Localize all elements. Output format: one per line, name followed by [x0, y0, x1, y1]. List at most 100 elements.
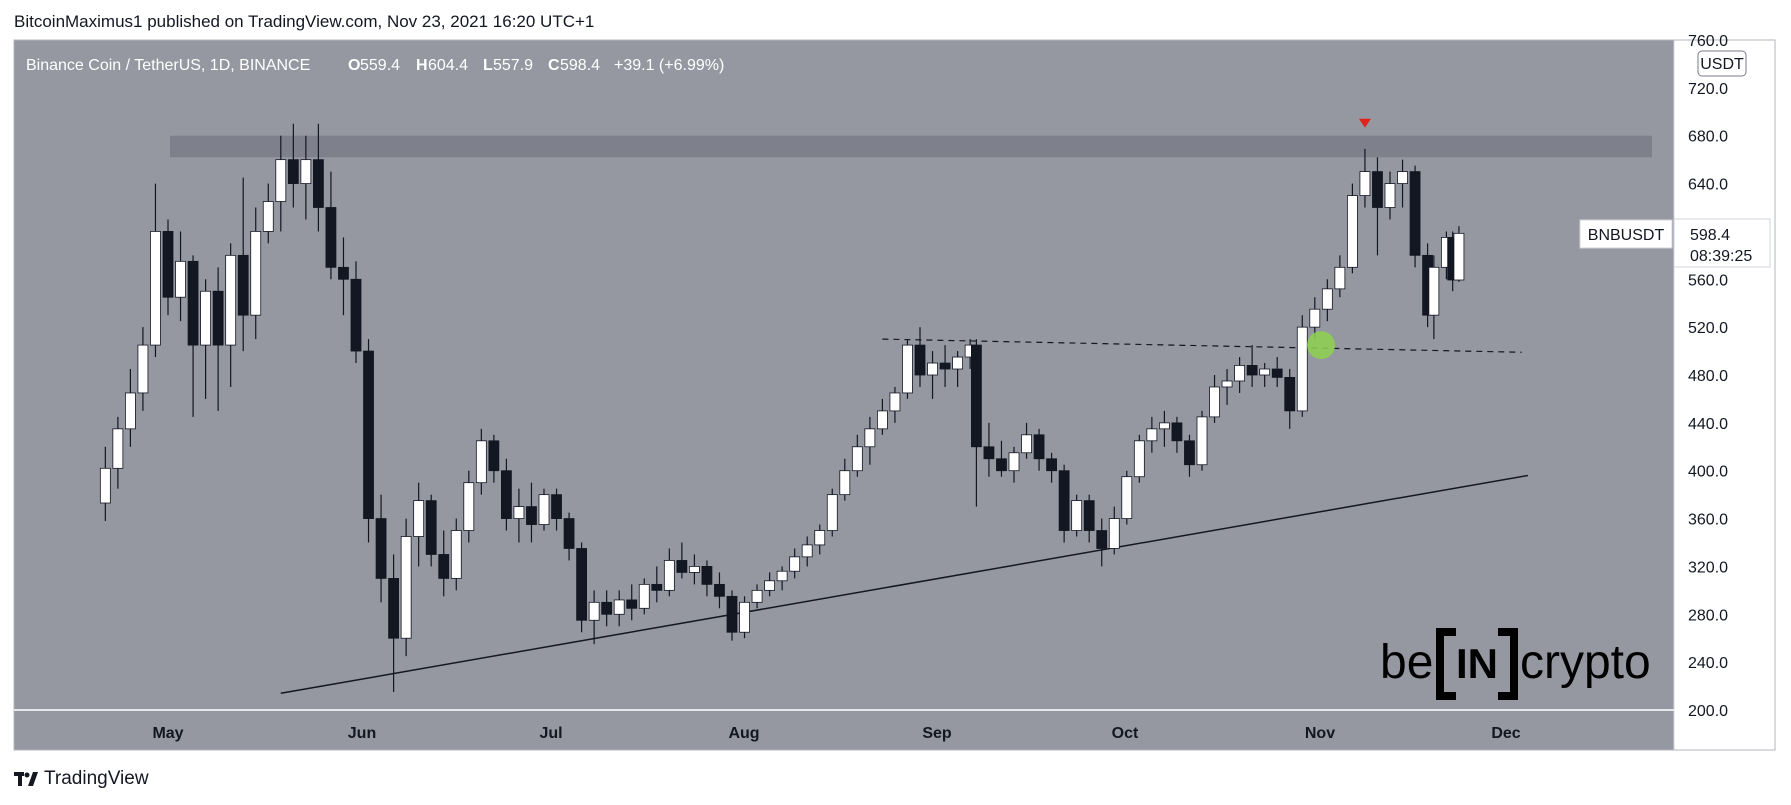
candle-up	[826, 494, 838, 531]
watermark-crypto: crypto	[1520, 636, 1651, 689]
legend: Binance Coin / TetherUS, 1D, BINANCE O 5…	[26, 57, 724, 74]
ohlc-low-label: L	[483, 57, 493, 74]
watermark-in: IN	[1456, 640, 1498, 687]
x-axis-label: Jul	[539, 725, 562, 742]
candle-up	[1108, 518, 1120, 549]
x-axis-label: Dec	[1491, 725, 1520, 742]
candle-down	[438, 554, 450, 579]
candle-up	[851, 446, 863, 472]
candle-up	[927, 362, 938, 376]
ohlc-high: 604.4	[428, 57, 468, 74]
candle-up	[613, 599, 625, 615]
y-tick-label: 560.0	[1688, 272, 1728, 289]
candle-up	[1008, 452, 1020, 472]
candle-up	[1121, 476, 1133, 519]
candle-down	[1096, 530, 1108, 549]
candle-down	[1184, 440, 1195, 466]
candle-down	[237, 254, 249, 316]
candle-up	[877, 410, 888, 430]
candle-up	[1159, 422, 1170, 430]
ohlc-open-label: O	[348, 57, 360, 74]
currency-badge[interactable]: USDT	[1697, 50, 1747, 77]
countdown: 08:39:25	[1690, 248, 1752, 265]
candle-up	[450, 530, 462, 579]
candle-down	[983, 446, 995, 460]
candle-down	[325, 207, 337, 268]
candle-down	[1058, 470, 1070, 531]
candle-down	[338, 266, 349, 280]
candle-up	[588, 601, 600, 621]
candle-up	[125, 392, 136, 430]
x-axis-label: Nov	[1305, 725, 1335, 742]
candle-up	[1133, 440, 1145, 478]
candle-up	[1309, 308, 1321, 328]
candle-up	[300, 159, 312, 184]
x-axis-label: Oct	[1112, 725, 1139, 742]
last-price-tag: 598.4 08:39:25	[1673, 218, 1771, 268]
candle-down	[1033, 434, 1045, 460]
candle-up	[1453, 232, 1465, 281]
candle-up	[751, 589, 763, 603]
candle-up	[275, 159, 287, 202]
tradingview-logo-icon	[14, 772, 38, 786]
symbol-tag: BNBUSDT	[1579, 219, 1673, 249]
candle-down	[996, 458, 1007, 472]
candle-up	[538, 494, 550, 525]
candle-up	[814, 530, 826, 546]
candle-down	[388, 577, 400, 639]
candle-up	[663, 560, 675, 591]
breakout-marker	[1307, 331, 1336, 360]
candle-down	[363, 350, 374, 519]
candle-down	[1284, 376, 1296, 412]
candle-down	[726, 595, 738, 633]
y-tick-label: 720.0	[1688, 81, 1728, 98]
candle-down	[1409, 171, 1421, 256]
candle-up	[137, 344, 149, 394]
x-axis-strip	[14, 710, 1674, 750]
candle-up	[839, 470, 851, 496]
x-axis-label: Jun	[348, 725, 376, 742]
candle-down	[1246, 365, 1258, 376]
currency-label: USDT	[1700, 56, 1744, 73]
ohlc-close-label: C	[548, 57, 560, 74]
y-tick-label: 480.0	[1688, 368, 1728, 385]
candle-down	[488, 440, 500, 472]
candle-up	[889, 392, 901, 412]
y-tick-label: 680.0	[1688, 129, 1728, 146]
candle-up	[1234, 365, 1245, 382]
y-tick-label: 320.0	[1688, 559, 1728, 576]
candle-up	[1347, 195, 1358, 268]
candle-down	[162, 231, 174, 298]
ohlc-low: 557.9	[493, 57, 533, 74]
candle-down	[526, 506, 537, 525]
red-signal-marker	[1358, 118, 1371, 128]
candle-down	[1083, 500, 1095, 531]
candle-up	[1334, 266, 1346, 290]
ascending-support-line	[280, 474, 1528, 694]
last-price: 598.4	[1690, 227, 1730, 244]
candle-down	[187, 260, 199, 346]
candle-up	[1428, 266, 1440, 316]
candle-up	[776, 570, 788, 582]
candle-up	[1321, 288, 1333, 310]
y-tick-label: 240.0	[1688, 655, 1728, 672]
candle-down	[1046, 458, 1057, 472]
candle-down	[714, 583, 725, 597]
symbol-label: BNBUSDT	[1588, 227, 1665, 244]
candle-up	[150, 231, 161, 346]
candle-up	[739, 601, 750, 633]
candle-up	[1259, 368, 1271, 376]
y-tick-label: 400.0	[1688, 464, 1728, 481]
tradingview-footer[interactable]: TradingView	[14, 768, 149, 790]
chart-title: Binance Coin / TetherUS, 1D, BINANCE	[26, 57, 310, 74]
candle-down	[701, 566, 713, 585]
candle-up	[902, 344, 913, 394]
horizontal-resistance-line	[882, 338, 1522, 353]
candle-up	[801, 544, 813, 558]
candle-down	[676, 560, 688, 573]
publisher-header: BitcoinMaximus1 published on TradingView…	[14, 12, 595, 31]
candle-down	[500, 470, 512, 519]
candle-down	[287, 159, 299, 184]
candle-down	[651, 583, 663, 591]
